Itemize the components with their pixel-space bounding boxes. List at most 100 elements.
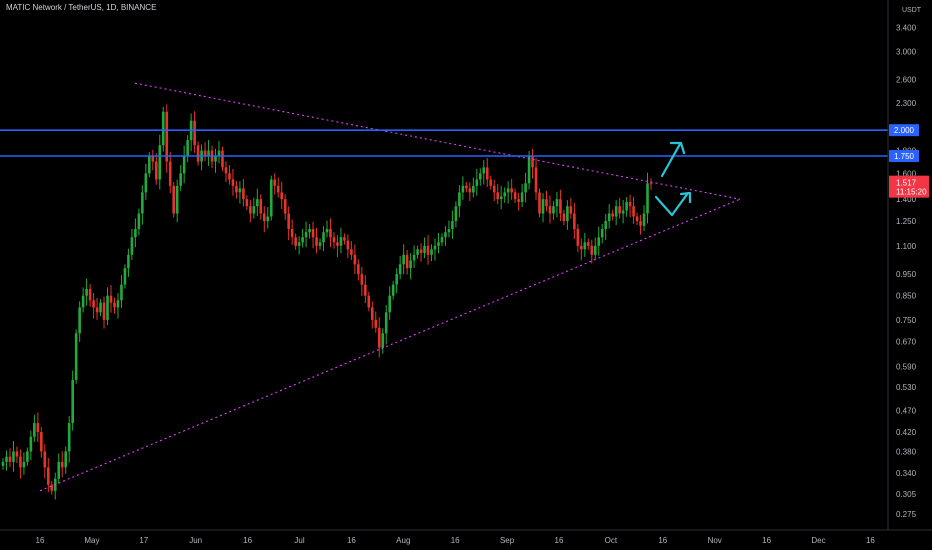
candle	[15, 446, 19, 463]
candle-body	[179, 173, 182, 186]
candle-body	[186, 140, 189, 156]
candle-body	[130, 237, 134, 255]
candle	[109, 285, 113, 313]
candle-body	[161, 111, 165, 146]
candle	[134, 218, 137, 248]
price-tick-label: 0.670	[896, 338, 917, 347]
candle	[221, 146, 224, 172]
candle-body	[646, 183, 649, 214]
candle	[510, 178, 513, 200]
candle	[346, 234, 350, 259]
candle	[88, 284, 92, 307]
candle	[161, 106, 165, 152]
time-tick-label: 16	[243, 536, 252, 545]
price-tick-label: 0.750	[896, 316, 917, 325]
candle-body	[262, 213, 266, 222]
candle	[242, 178, 245, 207]
candle	[8, 448, 12, 467]
candle	[339, 227, 343, 254]
candle-body	[207, 150, 210, 156]
arrow-up-icon[interactable]	[660, 141, 686, 178]
trendline-lower-support[interactable]	[39, 198, 741, 492]
candle	[506, 181, 510, 204]
candle-body	[590, 245, 594, 255]
candle	[384, 305, 388, 345]
candle-body	[604, 221, 608, 229]
trendlines[interactable]	[39, 82, 741, 492]
candle-body	[538, 192, 541, 214]
candle-body	[304, 232, 308, 238]
candle	[67, 415, 71, 463]
chart-title: MATIC Network / TetherUS, 1D, BINANCE	[6, 3, 157, 12]
candle-body	[576, 228, 580, 246]
candle	[614, 200, 618, 226]
candle	[461, 176, 465, 200]
level-tag-label: 2.000	[894, 126, 915, 135]
candle-body	[524, 183, 527, 193]
candle	[130, 228, 134, 260]
candle	[465, 181, 468, 193]
candle	[607, 204, 611, 229]
candle-body	[33, 423, 36, 437]
candle	[46, 457, 50, 493]
candle	[489, 175, 493, 190]
candle	[294, 233, 297, 250]
candle	[252, 197, 256, 219]
candle-body	[74, 333, 78, 380]
candle-body	[301, 237, 304, 243]
price-tick-label: 1.400	[896, 195, 917, 204]
candle-body	[165, 111, 169, 162]
candle	[276, 177, 280, 198]
level-tag: 1.750	[889, 150, 919, 162]
price-tick-label: 3.000	[896, 48, 917, 57]
candle-body	[618, 206, 621, 214]
candle-body	[46, 467, 50, 485]
time-tick-label: Nov	[708, 536, 722, 545]
candle	[179, 165, 182, 191]
candle-body	[322, 232, 325, 243]
candle-body	[440, 237, 444, 243]
candle	[353, 244, 357, 275]
price-tick-label: 1.600	[896, 169, 917, 178]
candle-body	[639, 221, 642, 226]
candle-body	[419, 249, 423, 253]
time-tick-label: 16	[658, 536, 667, 545]
candle	[569, 197, 573, 219]
candle	[496, 184, 500, 205]
candle-body	[290, 228, 294, 238]
candle	[451, 210, 454, 239]
price-axis-unit: USDT	[902, 7, 922, 14]
candle-body	[472, 185, 475, 193]
candle-body	[489, 179, 493, 186]
candle	[402, 244, 405, 275]
candle-body	[552, 206, 555, 214]
horizontal-levels[interactable]	[0, 129, 888, 157]
candle	[228, 165, 231, 185]
arrow-dip-up-icon[interactable]	[654, 191, 692, 217]
candle-body	[586, 242, 590, 246]
candle	[33, 414, 36, 442]
candle-body	[311, 228, 315, 238]
candle	[71, 370, 74, 431]
current-price-tag-bg	[889, 175, 929, 198]
candle	[642, 205, 646, 231]
candle-body	[280, 192, 284, 200]
candle-body	[256, 199, 259, 207]
candle	[332, 232, 336, 249]
candle	[182, 145, 186, 184]
time-axis[interactable]: 16 May 17 Jun 16 Jul 16 Aug 16 Sep 16 Oct 16 Nov 16 Dec…	[36, 536, 876, 545]
candle	[343, 233, 346, 245]
candle-body	[437, 242, 440, 246]
price-tick-label: 0.420	[896, 428, 917, 437]
candle-body	[273, 179, 277, 186]
projection-arrows[interactable]	[654, 141, 692, 217]
candle-body	[325, 228, 329, 233]
candle	[430, 244, 433, 262]
candle-body	[360, 274, 364, 285]
candle	[639, 214, 642, 235]
candle	[249, 200, 252, 223]
candle-body	[137, 213, 141, 229]
candle	[175, 179, 179, 223]
